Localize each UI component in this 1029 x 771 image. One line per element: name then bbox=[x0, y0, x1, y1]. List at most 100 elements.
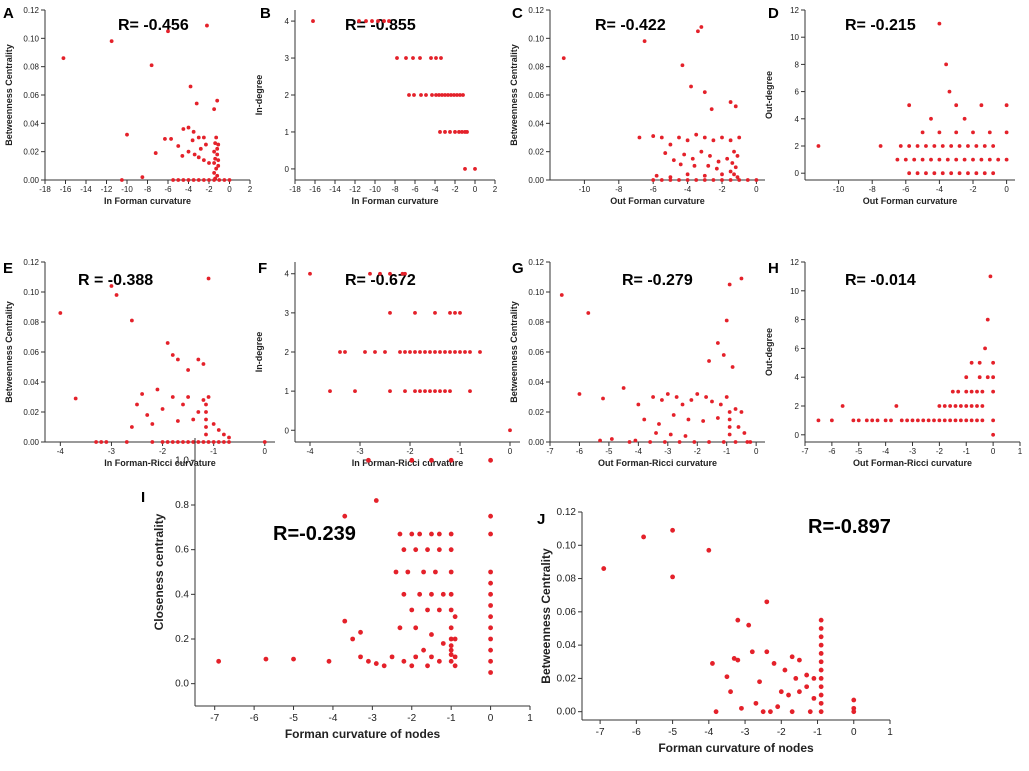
y-tick-label: 0.12 bbox=[557, 507, 577, 518]
data-point bbox=[381, 663, 387, 669]
panel-f: -4 -3 -2 -1 0 0 1 2 3 4 In Forman-Ricci curvature I… bbox=[254, 260, 520, 468]
data-point bbox=[937, 418, 942, 423]
data-point bbox=[702, 135, 707, 140]
data-point bbox=[424, 93, 428, 97]
data-point bbox=[388, 389, 392, 394]
data-point bbox=[721, 440, 726, 444]
data-point bbox=[980, 418, 985, 423]
data-point bbox=[975, 418, 979, 423]
data-point bbox=[692, 163, 697, 168]
y-tick-label: 6 bbox=[795, 88, 800, 97]
y-tick-label: 0.08 bbox=[528, 63, 544, 72]
y-tick-label: 0.12 bbox=[23, 258, 39, 267]
data-point bbox=[720, 178, 724, 182]
y-axis-label: In-degree bbox=[254, 75, 264, 116]
data-point bbox=[983, 346, 987, 351]
data-point bbox=[448, 457, 454, 463]
data-point bbox=[366, 658, 371, 664]
data-point bbox=[488, 614, 493, 620]
data-point bbox=[212, 161, 217, 165]
data-point bbox=[764, 649, 770, 655]
panel-letter: F bbox=[258, 260, 267, 277]
data-point bbox=[737, 178, 742, 182]
y-tick-label: 3 bbox=[285, 309, 290, 318]
data-point bbox=[443, 130, 447, 134]
data-point bbox=[412, 93, 416, 97]
x-tick-label: -3 bbox=[741, 727, 750, 738]
data-point bbox=[942, 404, 947, 408]
data-point bbox=[668, 432, 673, 437]
data-point bbox=[429, 457, 434, 463]
data-point bbox=[601, 396, 605, 401]
data-point bbox=[668, 142, 673, 147]
data-point bbox=[448, 636, 454, 642]
data-point bbox=[201, 398, 206, 402]
data-point bbox=[856, 418, 861, 423]
data-point bbox=[196, 357, 201, 362]
data-point bbox=[782, 667, 788, 673]
data-point bbox=[222, 178, 227, 182]
data-point bbox=[678, 162, 683, 167]
panel-letter: C bbox=[512, 5, 523, 22]
correlation-label: R=-0.239 bbox=[273, 523, 356, 545]
correlation-label: R= -0.456 bbox=[118, 17, 189, 34]
data-point bbox=[211, 440, 216, 444]
data-point bbox=[443, 350, 447, 354]
data-point bbox=[213, 141, 218, 146]
data-point bbox=[987, 157, 992, 162]
data-point bbox=[221, 440, 226, 444]
data-point bbox=[429, 531, 434, 537]
data-point bbox=[448, 591, 454, 597]
data-point bbox=[488, 636, 493, 642]
data-point bbox=[696, 29, 700, 34]
y-tick-label: 0.06 bbox=[528, 348, 544, 357]
data-point bbox=[196, 155, 201, 160]
correlation-label: R= -0.422 bbox=[595, 17, 666, 34]
data-point bbox=[192, 152, 197, 157]
data-point bbox=[419, 93, 423, 97]
y-tick-label: 0.00 bbox=[528, 176, 544, 185]
data-point bbox=[171, 178, 176, 182]
data-point bbox=[663, 151, 668, 155]
data-point bbox=[670, 574, 675, 580]
x-tick-label: -10 bbox=[121, 185, 133, 194]
data-point bbox=[878, 144, 883, 148]
data-point bbox=[727, 410, 732, 414]
data-point bbox=[404, 56, 408, 60]
data-point bbox=[448, 625, 454, 631]
data-point bbox=[436, 607, 442, 613]
data-point bbox=[804, 684, 810, 690]
data-point bbox=[149, 63, 154, 68]
y-tick-label: 6 bbox=[795, 344, 800, 353]
data-point bbox=[709, 107, 714, 112]
data-point bbox=[680, 63, 685, 68]
data-point bbox=[446, 93, 450, 97]
data-point bbox=[690, 156, 695, 161]
data-point bbox=[991, 432, 996, 437]
data-point bbox=[947, 89, 952, 94]
y-tick-label: 0.06 bbox=[528, 91, 544, 100]
y-tick-label: 0.12 bbox=[528, 258, 544, 267]
data-point bbox=[818, 700, 824, 706]
data-point bbox=[433, 350, 437, 354]
data-point bbox=[757, 679, 762, 685]
data-point bbox=[204, 417, 208, 422]
data-point bbox=[458, 93, 462, 97]
x-tick-label: -7 bbox=[210, 713, 219, 724]
data-point bbox=[215, 152, 220, 157]
data-point bbox=[720, 172, 724, 177]
data-point bbox=[368, 271, 372, 276]
data-point bbox=[434, 56, 438, 60]
data-point bbox=[440, 641, 446, 646]
data-point bbox=[145, 413, 150, 417]
data-point bbox=[463, 350, 467, 354]
x-tick-label: -4 bbox=[936, 185, 944, 194]
data-point bbox=[786, 692, 791, 698]
data-point bbox=[764, 599, 770, 605]
data-point bbox=[452, 614, 458, 620]
data-point bbox=[728, 138, 733, 143]
data-point bbox=[401, 658, 407, 664]
data-point bbox=[436, 531, 442, 537]
data-point bbox=[749, 649, 755, 655]
